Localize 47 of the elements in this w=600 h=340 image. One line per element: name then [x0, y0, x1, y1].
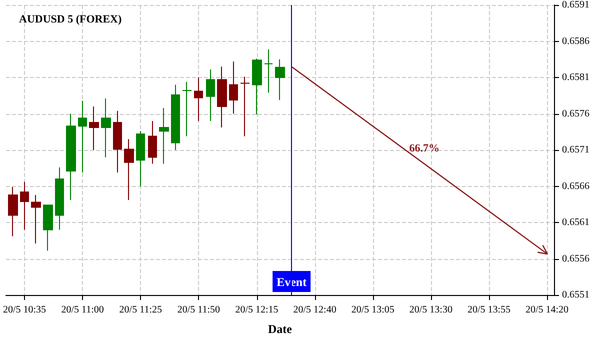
candlestick — [20, 181, 29, 230]
y-tick-label: 0.6551 — [562, 290, 590, 300]
candlestick — [148, 120, 157, 164]
y-tick-label: 0.6586 — [562, 36, 590, 47]
candlestick — [159, 107, 169, 164]
x-tick-label: 20/5 14:20 — [526, 304, 569, 316]
candlestick — [229, 61, 238, 114]
y-tick-label: 0.6556 — [562, 253, 590, 264]
ref-line-label: Event — [276, 275, 307, 289]
candlestick — [89, 106, 99, 150]
x-tick-label: 20/5 13:05 — [351, 304, 394, 316]
x-axis-title: Date — [268, 322, 293, 336]
x-tick-label: 20/5 11:25 — [119, 304, 162, 316]
x-tick-label: 20/5 12:40 — [293, 304, 336, 316]
y-tick-label: 0.6571 — [562, 144, 590, 156]
candlestick — [101, 98, 111, 158]
candlestick — [252, 58, 262, 115]
candlestick — [124, 138, 134, 201]
candlestick — [136, 130, 145, 187]
y-tick-label: 0.6576 — [562, 108, 590, 120]
y-tick-label: 0.6566 — [562, 180, 590, 192]
candlestick — [43, 204, 53, 252]
x-tick-label: 20/5 10:35 — [2, 304, 46, 316]
candlestick — [217, 66, 227, 128]
candlestick — [240, 76, 250, 137]
candlestick — [182, 81, 192, 137]
x-tick-label: 20/5 12:15 — [235, 304, 278, 316]
candlestick — [113, 110, 122, 173]
x-tick-label: 20/5 11:50 — [177, 304, 220, 316]
y-tick-label: 0.6581 — [562, 72, 590, 83]
candlestick — [171, 84, 180, 150]
annotation: 66.7% — [409, 142, 440, 155]
candlestick — [31, 194, 41, 244]
candlestick — [275, 58, 285, 100]
candlestick — [8, 186, 18, 237]
candlestick — [55, 166, 64, 230]
y-tick-label: 0.6561 — [562, 217, 590, 228]
candlestick — [66, 113, 76, 201]
x-tick-label: 20/5 11:00 — [61, 304, 104, 316]
x-tick-label: 20/5 13:30 — [409, 304, 452, 316]
text: AUDUSD 5 (FOREX) — [19, 14, 122, 26]
candlestick — [194, 77, 203, 122]
x-tick-label: 20/5 13:55 — [467, 304, 511, 316]
candlestick — [264, 48, 273, 94]
candlestick — [206, 69, 215, 122]
y-tick-label: 0.6591 — [562, 0, 590, 10]
candlestick — [78, 100, 87, 173]
